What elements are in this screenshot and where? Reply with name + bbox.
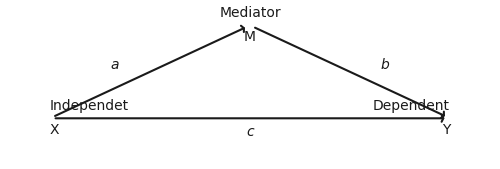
Text: M: M xyxy=(244,30,256,44)
Text: Y: Y xyxy=(442,123,450,137)
Text: Independet: Independet xyxy=(50,99,129,113)
Text: Dependent: Dependent xyxy=(373,99,450,113)
Text: Mediator: Mediator xyxy=(219,6,281,20)
Text: a: a xyxy=(110,58,119,72)
Text: b: b xyxy=(380,58,390,72)
Text: c: c xyxy=(246,125,254,139)
Text: X: X xyxy=(50,123,59,137)
